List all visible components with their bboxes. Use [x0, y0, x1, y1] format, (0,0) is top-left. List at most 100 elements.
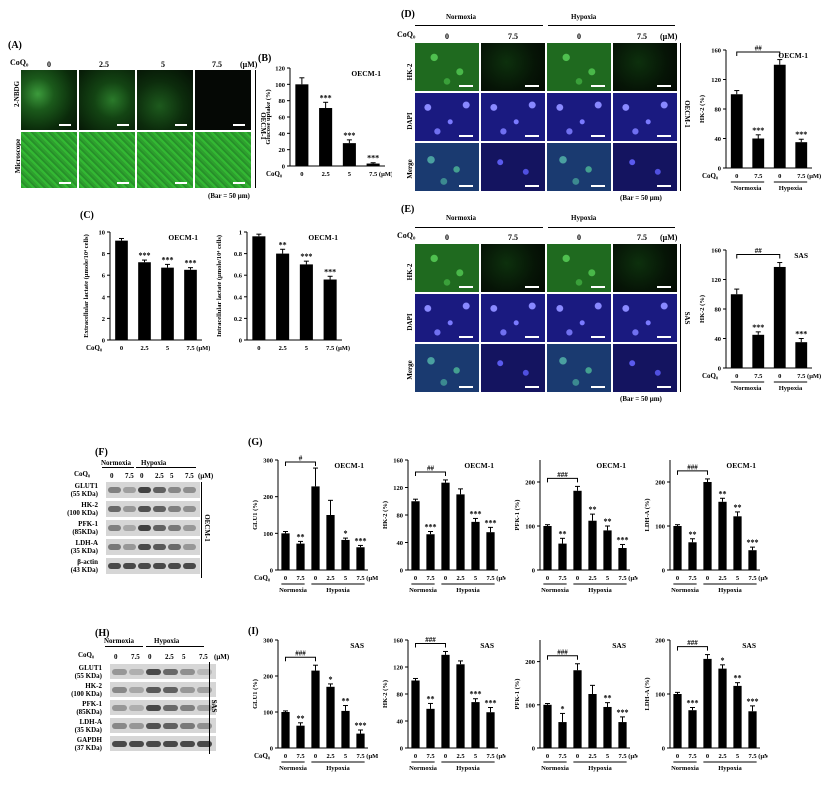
x-tick-label: 5	[166, 345, 170, 352]
conc-label: 2.5	[155, 472, 164, 480]
group-label: Normoxia	[409, 587, 438, 594]
x-tick-label: 7.5 (μM)	[797, 373, 821, 380]
significance-label: ***	[320, 93, 332, 102]
y-tick-label: 120	[393, 665, 403, 672]
blot-band	[112, 722, 127, 729]
bar	[471, 521, 480, 570]
bar	[773, 64, 786, 168]
y-tick-label: 100	[655, 524, 665, 531]
x-tick-label: 0	[257, 345, 260, 352]
blot-band	[163, 740, 178, 747]
blot-band	[180, 668, 195, 675]
chart-title: OECM-1	[351, 69, 381, 78]
group-label: Normoxia	[279, 587, 308, 594]
coq-label: CoQ₀	[702, 172, 718, 180]
y-tick-label: 200	[263, 674, 273, 681]
y-tick-label: 40	[397, 540, 404, 547]
y-tick-label: 0.4	[234, 294, 243, 301]
x-tick-label: 5	[305, 345, 309, 352]
bracket-label: ##	[755, 247, 763, 255]
y-axis-label: HK-2 (%)	[699, 295, 706, 323]
group-label: Hypoxia	[718, 765, 742, 772]
group-label: Hypoxia	[456, 765, 480, 772]
if-merge-normoxia-0	[415, 344, 479, 392]
blot-band	[146, 722, 161, 729]
bar	[543, 704, 552, 748]
blot-band	[183, 506, 196, 512]
cell-line-label: SAS	[683, 311, 691, 325]
row-label: Merge	[406, 360, 414, 380]
bar	[733, 685, 742, 748]
significance-label: ***	[470, 690, 482, 699]
y-tick-label: 0.6	[234, 273, 243, 280]
y-tick-label: 80	[715, 307, 722, 314]
x-tick-label: 0	[735, 173, 738, 180]
y-tick-label: 2	[102, 316, 105, 323]
comparison-bracket	[736, 254, 781, 259]
protein-size-label: (100 KDa)	[71, 690, 102, 698]
panel-label: (C)	[80, 210, 94, 221]
bar	[618, 548, 627, 570]
conc-label: 0	[47, 60, 51, 69]
x-tick-label: 0	[314, 575, 317, 582]
blot-band	[123, 544, 136, 550]
bar	[673, 526, 682, 570]
y-axis-label: LDH-A (%)	[644, 677, 651, 710]
significance-label: **	[427, 694, 435, 703]
protein-label: GLUT1	[74, 482, 98, 490]
coq-label: CoQ₀	[397, 231, 416, 240]
blot-band	[123, 525, 136, 531]
bracket-label: ##	[427, 464, 435, 472]
bracket-label: #	[299, 455, 303, 463]
bar	[411, 680, 420, 748]
group-label: Normoxia	[541, 765, 570, 772]
y-axis-label: PFK-1 (%)	[514, 500, 521, 531]
bar	[673, 694, 682, 748]
if-dapi-hypoxia-0	[547, 294, 611, 342]
blot-band	[146, 686, 161, 693]
if-merge-hypoxia-7.5	[613, 344, 677, 392]
x-tick-label: 0	[546, 753, 549, 760]
bar	[486, 712, 495, 748]
protein-size-label: (85KDa)	[72, 528, 98, 536]
row-label: DAPI	[406, 112, 414, 130]
bracket-label: ##	[755, 45, 763, 53]
if-dapi-hypoxia-7.5	[613, 294, 677, 342]
protein-label: HK-2	[85, 682, 102, 690]
y-tick-label: 300	[263, 458, 273, 465]
micrograph-microscope-7.5	[195, 132, 251, 188]
conc-label: 0	[445, 32, 449, 41]
bar	[558, 543, 567, 570]
significance-label: ***	[470, 509, 482, 518]
if-hk2-hypoxia-7.5	[613, 43, 677, 91]
group-label: Normoxia	[409, 765, 438, 772]
blot-band	[180, 686, 195, 693]
bar	[311, 670, 320, 748]
bracket-label: ###	[687, 463, 698, 471]
bar	[356, 547, 365, 570]
conc-label: 0	[577, 233, 581, 242]
x-tick-label: 7.5 (μM)	[187, 345, 210, 352]
if-hk2-normoxia-7.5	[481, 43, 545, 91]
bar	[588, 694, 597, 748]
x-tick-label: 2.5	[326, 575, 335, 582]
y-tick-label: 0	[239, 338, 242, 345]
significance-label: ***	[747, 538, 759, 547]
y-tick-label: 160	[393, 638, 403, 645]
x-tick-label: 0	[444, 753, 447, 760]
y-tick-label: 6	[102, 273, 106, 280]
if-dapi-normoxia-7.5	[481, 93, 545, 141]
conc-label: 0	[140, 472, 144, 480]
significance-label: ***	[617, 708, 629, 717]
significance-label: *	[329, 675, 333, 684]
bar	[252, 236, 266, 340]
bar	[184, 269, 197, 340]
significance-label: *	[721, 656, 725, 665]
significance-label: ***	[752, 126, 764, 135]
x-tick-label: 7.5 (μM)	[487, 753, 506, 760]
y-tick-label: 40	[715, 136, 722, 143]
significance-label: **	[734, 503, 742, 512]
row-label: 2-NBDG	[13, 80, 21, 108]
